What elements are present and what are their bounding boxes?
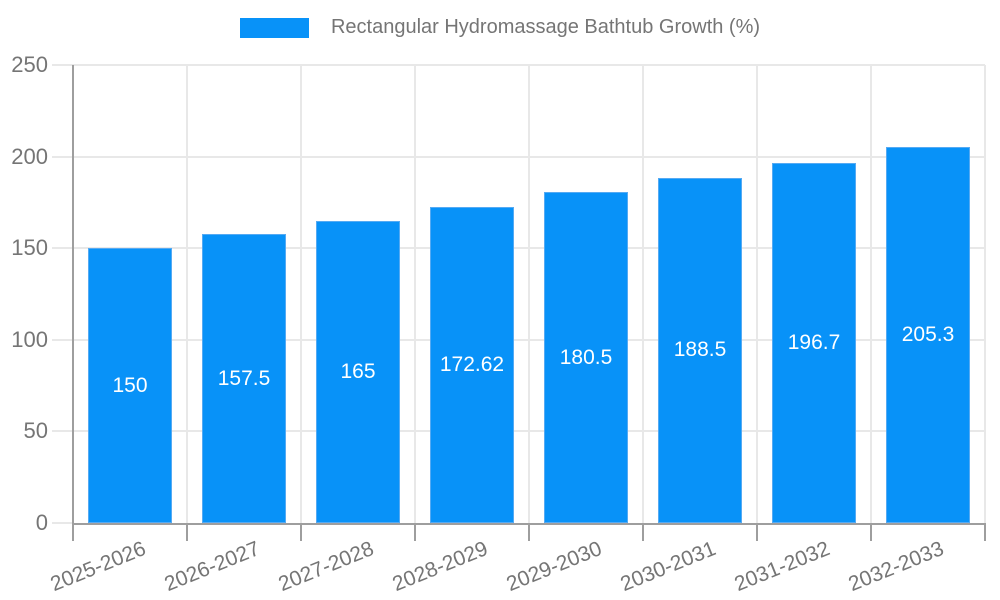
v-gridline — [870, 65, 872, 523]
bar-value-label: 196.7 — [787, 330, 841, 354]
x-axis-tick — [300, 525, 302, 541]
x-tick-label: 2026-2027 — [160, 537, 263, 596]
x-tick-label: 2030-2031 — [616, 537, 719, 596]
x-axis-line — [72, 523, 986, 525]
bar[interactable] — [658, 177, 742, 523]
bar-value-label: 172.62 — [439, 352, 505, 376]
y-tick-label: 200 — [11, 143, 48, 169]
legend-swatch — [239, 17, 309, 38]
bar[interactable] — [202, 234, 286, 523]
y-tick-label: 100 — [11, 326, 48, 352]
bar-value-label: 205.3 — [901, 322, 955, 346]
y-tick-label: 250 — [11, 52, 48, 77]
x-axis-tick — [870, 525, 872, 541]
v-gridline — [528, 65, 530, 523]
h-gridline — [52, 338, 985, 341]
x-tick-label: 2028-2029 — [388, 537, 491, 596]
bar-value-label: 165 — [340, 359, 376, 383]
v-gridline — [186, 65, 188, 523]
y-tick-label: 50 — [23, 418, 48, 444]
y-axis-line — [72, 65, 74, 541]
h-gridline — [52, 155, 985, 158]
x-axis-tick — [414, 525, 416, 541]
bar-value-label: 188.5 — [673, 338, 727, 362]
bar[interactable] — [886, 146, 970, 523]
x-tick-label: 2025-2026 — [46, 537, 149, 596]
bar-value-label: 180.5 — [559, 345, 613, 369]
y-tick-label: 150 — [11, 235, 48, 261]
x-tick-label: 2031-2032 — [730, 537, 833, 596]
bar[interactable] — [316, 220, 400, 523]
bar-value-label: 150 — [112, 373, 148, 397]
v-gridline — [756, 65, 758, 523]
x-tick-label: 2027-2028 — [274, 537, 377, 596]
x-axis-tick — [642, 525, 644, 541]
h-gridline — [52, 430, 985, 433]
v-gridline — [300, 65, 302, 523]
chart-legend[interactable]: Rectangular Hydromassage Bathtub Growth … — [0, 16, 1000, 39]
x-axis-tick — [984, 525, 986, 541]
bar[interactable] — [544, 192, 628, 523]
h-gridline — [52, 64, 985, 66]
x-axis-tick — [756, 525, 758, 541]
bar-value-label: 157.5 — [217, 366, 271, 390]
bar[interactable] — [772, 162, 856, 523]
bar[interactable] — [88, 248, 172, 523]
v-gridline — [642, 65, 644, 523]
bar[interactable] — [430, 206, 514, 523]
x-axis-tick — [528, 525, 530, 541]
x-tick-label: 2029-2030 — [502, 537, 605, 596]
x-tick-label: 2032-2033 — [844, 537, 947, 596]
legend-label: Rectangular Hydromassage Bathtub Growth … — [330, 16, 761, 38]
h-gridline — [52, 522, 72, 524]
v-gridline — [984, 65, 986, 523]
v-gridline — [414, 65, 416, 523]
h-gridline — [52, 247, 985, 250]
y-tick-label: 0 — [35, 510, 48, 535]
x-axis-tick — [186, 525, 188, 541]
